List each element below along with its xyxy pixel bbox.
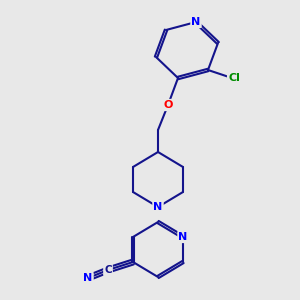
Text: C: C: [104, 265, 112, 275]
Text: N: N: [191, 17, 201, 27]
Text: Cl: Cl: [228, 73, 240, 83]
Text: N: N: [83, 273, 93, 283]
Text: N: N: [153, 202, 163, 212]
Text: N: N: [178, 232, 188, 242]
Text: O: O: [163, 100, 173, 110]
